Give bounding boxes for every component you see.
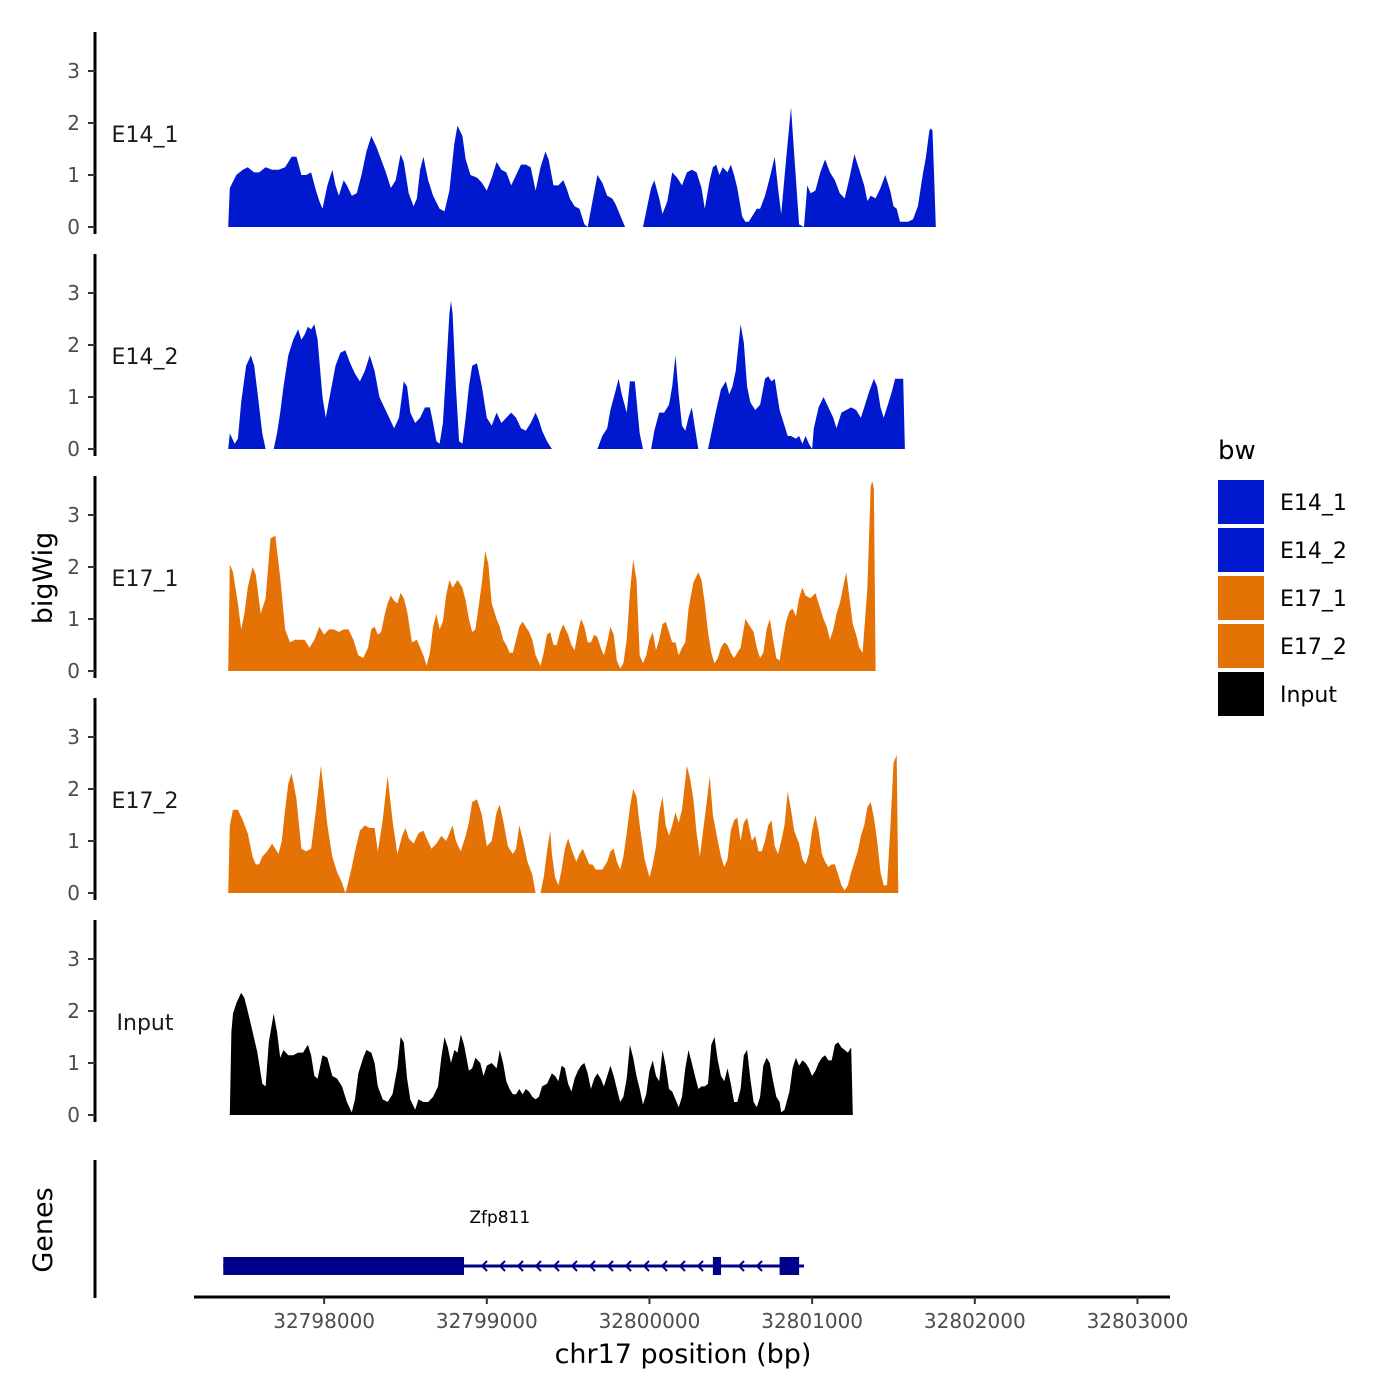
gene-exon: [712, 1257, 722, 1275]
y-tick-label: 0: [67, 1103, 80, 1127]
legend: bw E14_1 E14_2 E17_1 E17_2 Input: [1218, 436, 1347, 716]
strand-arrow: [552, 1260, 560, 1272]
legend-label: E17_2: [1280, 635, 1347, 660]
x-tick-label: 32801000: [761, 1309, 863, 1333]
y-tick-label: 2: [67, 333, 80, 357]
legend-swatch: [1218, 576, 1264, 620]
y-tick-label: 0: [67, 437, 80, 461]
legend-item-input: Input: [1218, 672, 1337, 716]
strand-arrow: [660, 1260, 668, 1272]
strand-arrow: [678, 1260, 686, 1272]
x-tick-label: 32803000: [1087, 1309, 1189, 1333]
area-e14_2: [228, 300, 905, 449]
legend-swatch: [1218, 480, 1264, 524]
y-axis-title: bigWig: [28, 532, 59, 625]
y-tick-label: 0: [67, 881, 80, 905]
gene-exon: [223, 1257, 465, 1275]
y-tick-label: 2: [67, 111, 80, 135]
legend-label: E14_1: [1280, 491, 1347, 516]
track-panels: 0 1 2 3 E14_1 0 1 2 3 E14_2 0 1 2 3 E17_1 0 1 2 3 E17_2 0 1 2 3…: [67, 32, 936, 1127]
gene-track: Zfp811: [93, 1160, 804, 1298]
gene-exon: [779, 1257, 800, 1275]
strand-arrow: [480, 1260, 488, 1272]
y-tick-label: 0: [67, 659, 80, 683]
strand-arrow: [588, 1260, 596, 1272]
y-tick-label: 3: [67, 947, 80, 971]
legend-label: E17_1: [1280, 587, 1347, 612]
area-e17_1: [228, 481, 876, 671]
legend-label: E14_2: [1280, 539, 1347, 564]
legend-label: Input: [1280, 683, 1337, 708]
area-input: [229, 992, 853, 1115]
strand-arrow: [642, 1260, 650, 1272]
track-e14_1: 0 1 2 3 E14_1: [67, 32, 936, 239]
y-tick-label: 2: [67, 999, 80, 1023]
legend-item-e14_2: E14_2: [1218, 528, 1347, 572]
y-tick-label: 0: [67, 215, 80, 239]
x-tick-label: 32799000: [436, 1309, 538, 1333]
track-label: E14_2: [112, 345, 179, 370]
legend-swatch: [1218, 672, 1264, 716]
x-tick-label: 32798000: [273, 1309, 375, 1333]
legend-swatch: [1218, 624, 1264, 668]
strand-arrow: [570, 1260, 578, 1272]
y-tick-label: 1: [67, 1051, 80, 1075]
strand-arrow: [696, 1260, 704, 1272]
y-tick-label: 2: [67, 777, 80, 801]
track-label: E17_1: [112, 567, 179, 592]
track-label: E14_1: [112, 123, 179, 148]
track-e14_2: 0 1 2 3 E14_2: [67, 254, 905, 461]
y-tick-label: 1: [67, 163, 80, 187]
y-tick-label: 1: [67, 607, 80, 631]
track-input: 0 1 2 3 Input: [67, 920, 853, 1127]
strand-arrow: [498, 1260, 506, 1272]
area-e17_2: [228, 755, 899, 893]
x-tick-label: 32802000: [924, 1309, 1026, 1333]
area-e14_1: [228, 107, 936, 227]
y-tick-label: 2: [67, 555, 80, 579]
track-e17_2: 0 1 2 3 E17_2: [67, 698, 899, 905]
legend-swatch: [1218, 528, 1264, 572]
strand-arrow: [534, 1260, 542, 1272]
y-tick-label: 1: [67, 385, 80, 409]
strand-arrow: [737, 1260, 745, 1272]
x-axis: 32798000 32799000 32800000 32801000 32802000…: [194, 1295, 1189, 1333]
track-label: E17_2: [112, 789, 179, 814]
legend-item-e17_2: E17_2: [1218, 624, 1347, 668]
track-e17_1: 0 1 2 3 E17_1: [67, 476, 876, 683]
x-axis-title: chr17 position (bp): [555, 1339, 812, 1370]
legend-title: bw: [1218, 436, 1256, 466]
y-tick-label: 3: [67, 725, 80, 749]
y-tick-label: 3: [67, 59, 80, 83]
strand-arrow: [755, 1260, 763, 1272]
y-tick-label: 3: [67, 503, 80, 527]
strand-arrow: [624, 1260, 632, 1272]
y-tick-label: 3: [67, 281, 80, 305]
strand-arrow: [516, 1260, 524, 1272]
track-label: Input: [117, 1011, 174, 1036]
genes-axis-title: Genes: [28, 1187, 59, 1272]
legend-item-e14_1: E14_1: [1218, 480, 1347, 524]
strand-arrow: [606, 1260, 614, 1272]
gene-label: Zfp811: [469, 1208, 530, 1228]
legend-item-e17_1: E17_1: [1218, 576, 1347, 620]
x-tick-label: 32800000: [599, 1309, 701, 1333]
y-tick-label: 1: [67, 829, 80, 853]
strand-arrows: [480, 1260, 763, 1272]
